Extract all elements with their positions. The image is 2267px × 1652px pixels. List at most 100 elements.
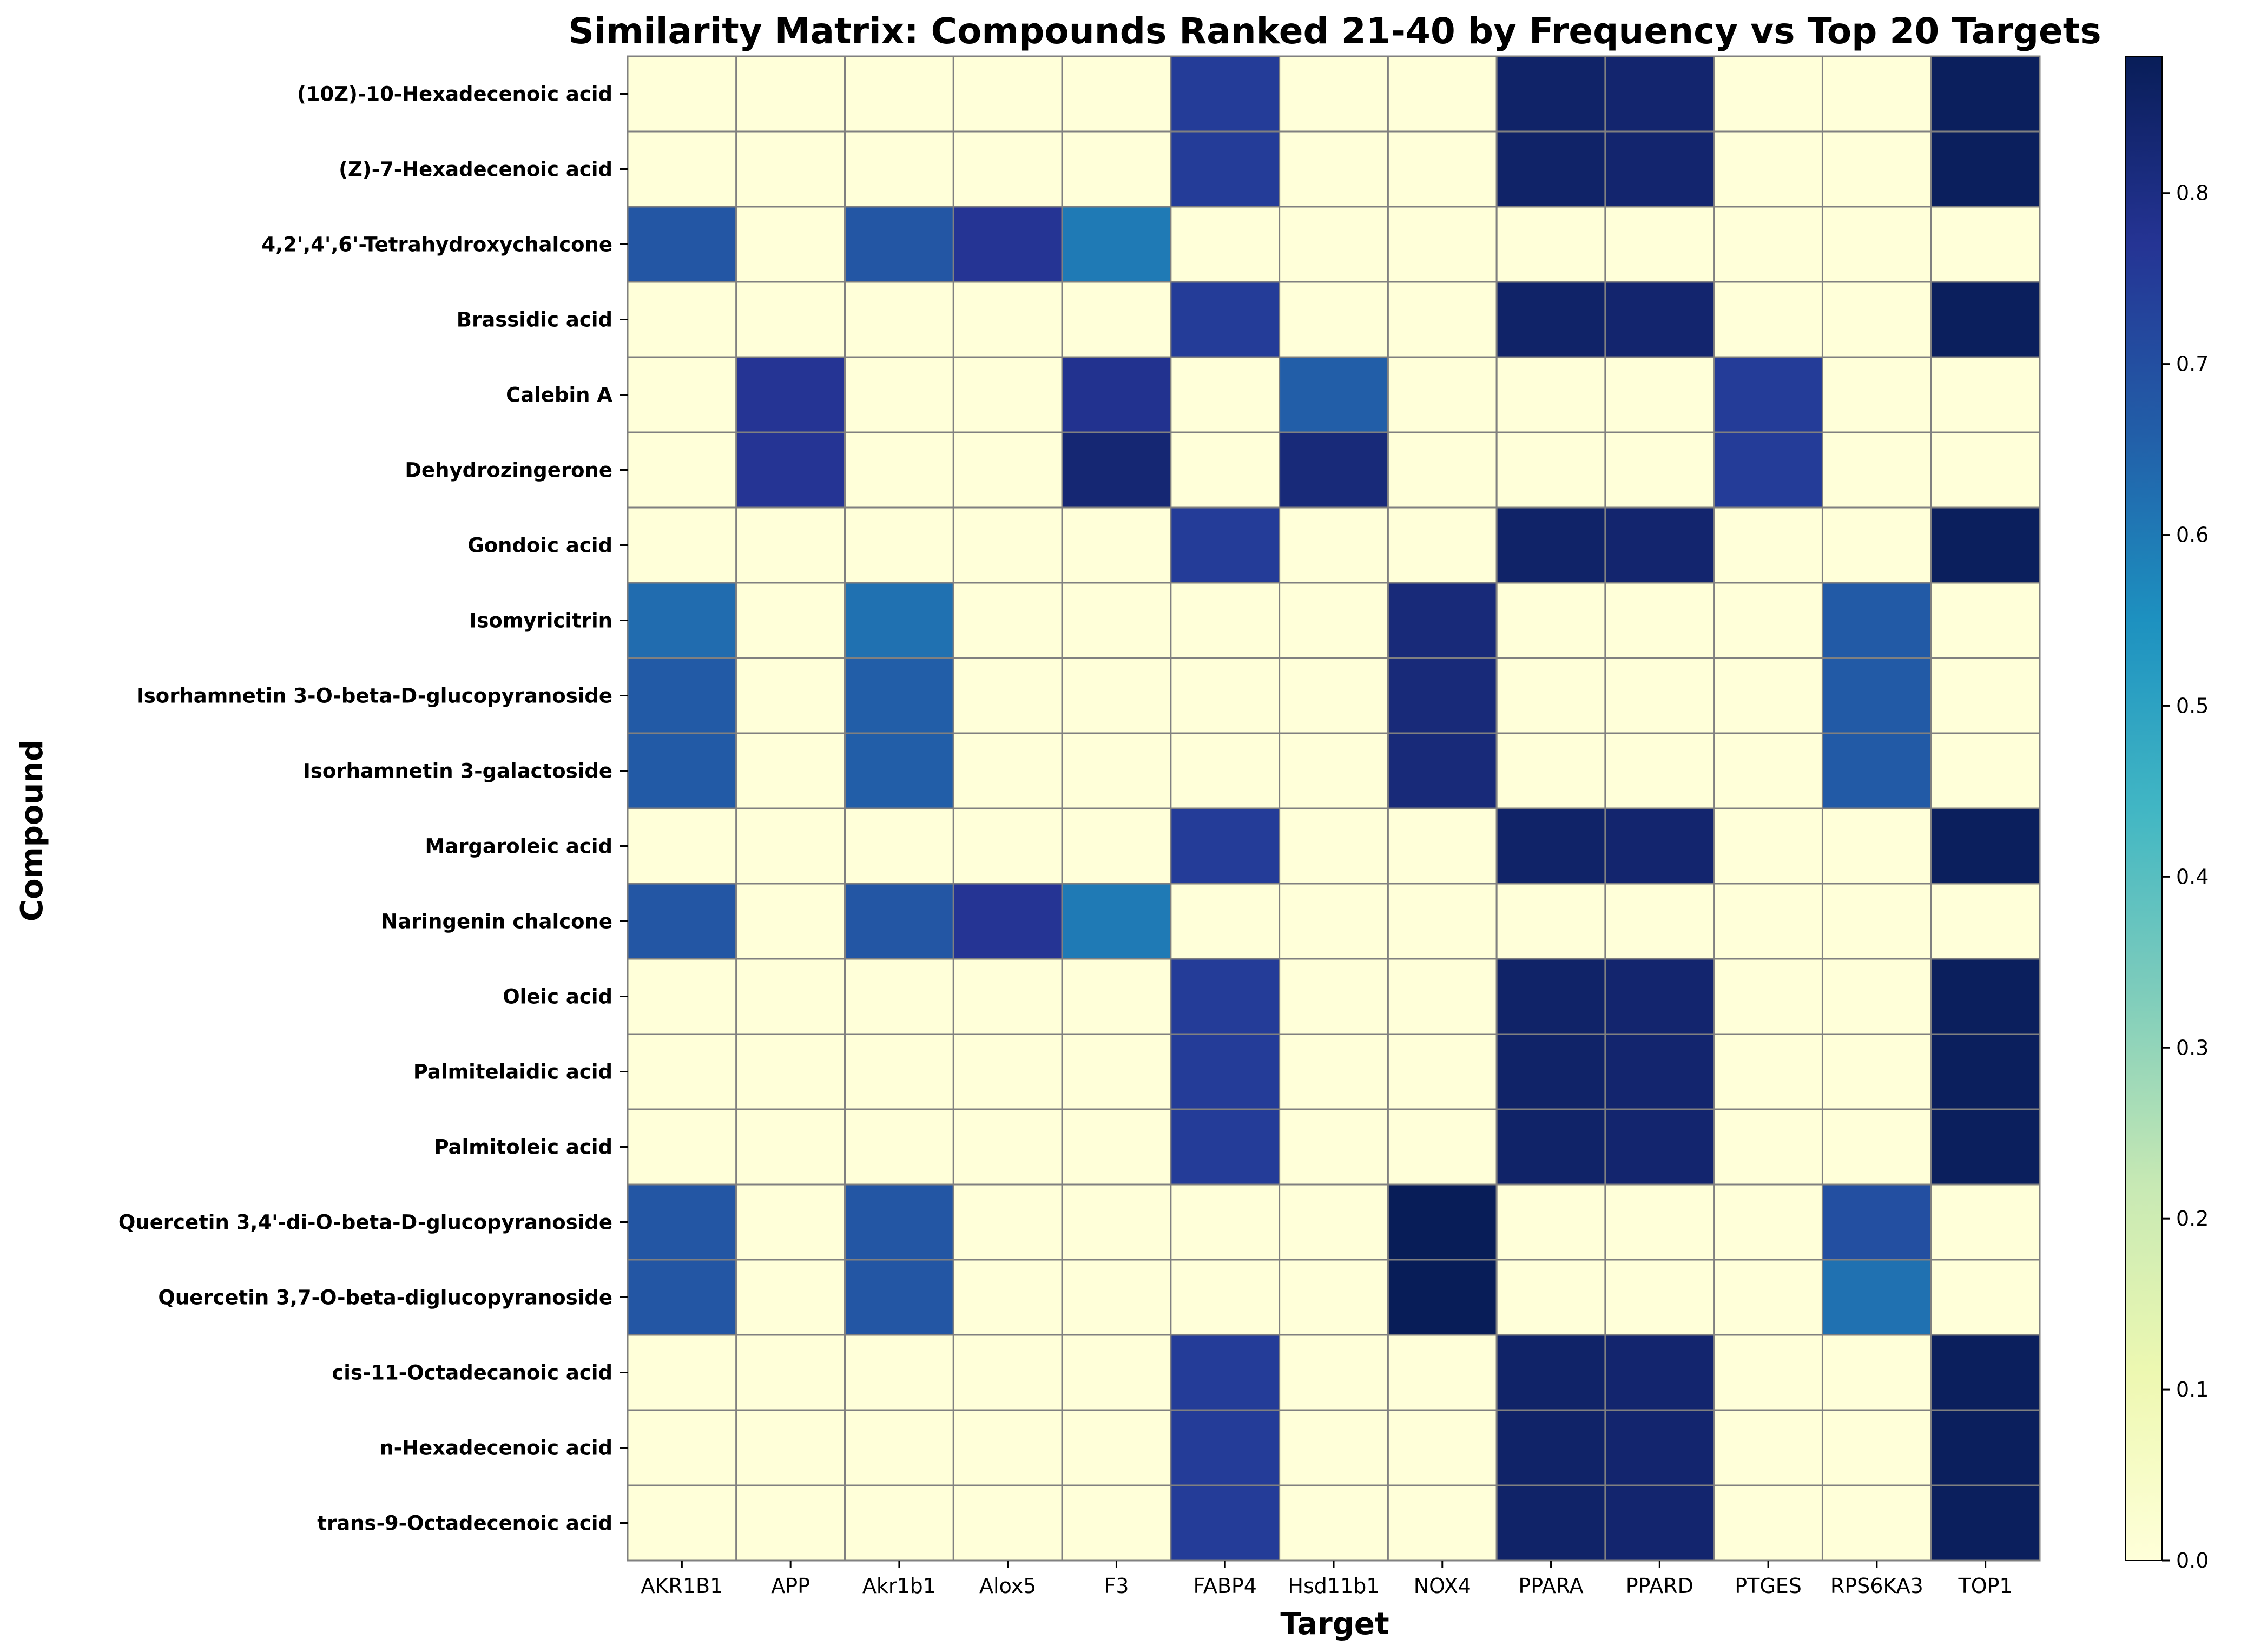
- heatmap-cell: [1713, 206, 1823, 283]
- heatmap-cell: [1604, 356, 1715, 433]
- heatmap-cell: [1713, 506, 1823, 584]
- heatmap-cell: [1170, 1334, 1281, 1411]
- heatmap-cell: [1495, 1033, 1606, 1110]
- x-tick-label: Akr1b1: [862, 1574, 936, 1598]
- heatmap-cell: [952, 1183, 1063, 1261]
- heatmap-cell: [1279, 1484, 1389, 1562]
- heatmap-cell: [627, 732, 737, 809]
- heatmap-cell: [1930, 55, 2041, 133]
- heatmap-cell: [1387, 206, 1498, 283]
- heatmap-cell: [1170, 206, 1281, 283]
- heatmap-cell: [627, 1259, 737, 1336]
- heatmap-cell: [1495, 206, 1606, 283]
- heatmap-cell: [1279, 657, 1389, 734]
- heatmap-cell: [1279, 883, 1389, 960]
- heatmap-cell: [952, 1409, 1063, 1486]
- heatmap-cell: [1495, 1183, 1606, 1261]
- heatmap-cell: [1604, 1033, 1715, 1110]
- heatmap-cell: [1604, 1108, 1715, 1186]
- heatmap-cell: [1495, 657, 1606, 734]
- heatmap-cell: [1930, 130, 2041, 208]
- colorbar-tick-label: 0.3: [2176, 1036, 2209, 1059]
- heatmap-cell: [1713, 1334, 1823, 1411]
- heatmap-cell: [735, 657, 846, 734]
- heatmap-cell: [1387, 356, 1498, 433]
- heatmap-cell: [627, 1409, 737, 1486]
- heatmap-cell: [1713, 431, 1823, 509]
- heatmap-cell: [1279, 1259, 1389, 1336]
- heatmap-cell: [627, 1108, 737, 1186]
- heatmap-cell: [1061, 657, 1172, 734]
- heatmap-cell: [844, 206, 954, 283]
- heatmap-cell: [735, 1033, 846, 1110]
- heatmap-cell: [1821, 356, 1932, 433]
- heatmap-cell: [1930, 582, 2041, 659]
- x-tick-label: NOX4: [1414, 1574, 1471, 1598]
- x-axis-label: Target: [1280, 1607, 1389, 1642]
- heatmap-cell: [1061, 582, 1172, 659]
- heatmap-cell: [1930, 1334, 2041, 1411]
- heatmap-cell: [735, 1409, 846, 1486]
- heatmap-cell: [1495, 1108, 1606, 1186]
- heatmap-cell: [1061, 1183, 1172, 1261]
- heatmap-cell: [627, 1484, 737, 1562]
- heatmap-cell: [1930, 1484, 2041, 1562]
- heatmap-cell: [1604, 1484, 1715, 1562]
- heatmap-cell: [844, 807, 954, 885]
- heatmap-cell: [627, 431, 737, 509]
- heatmap-cell: [1279, 1334, 1389, 1411]
- heatmap-cell: [1930, 657, 2041, 734]
- heatmap-cell: [844, 1484, 954, 1562]
- heatmap-cell: [1061, 281, 1172, 358]
- heatmap-cell: [1279, 356, 1389, 433]
- heatmap-cell: [1713, 1033, 1823, 1110]
- y-tick-label: Quercetin 3,4'-di-O-beta-D-glucopyranosi…: [118, 1211, 612, 1234]
- heatmap-cell: [1604, 958, 1715, 1035]
- heatmap-cell: [1061, 1334, 1172, 1411]
- colorbar-tick-label: 0.4: [2176, 865, 2209, 888]
- y-tick-label: Palmitoleic acid: [434, 1136, 612, 1159]
- heatmap-cell: [1713, 657, 1823, 734]
- heatmap-cell: [1170, 130, 1281, 208]
- heatmap-cell: [735, 431, 846, 509]
- heatmap-cell: [1061, 732, 1172, 809]
- heatmap-cell: [844, 55, 954, 133]
- heatmap-cell: [844, 1409, 954, 1486]
- x-tick-label: RPS6KA3: [1830, 1574, 1923, 1598]
- heatmap-cell: [952, 431, 1063, 509]
- heatmap-cell: [1713, 1409, 1823, 1486]
- heatmap-cell: [1713, 281, 1823, 358]
- heatmap-cell: [1604, 582, 1715, 659]
- heatmap-cell: [1713, 883, 1823, 960]
- x-tick-label: AKR1B1: [641, 1574, 723, 1598]
- heatmap-cell: [735, 356, 846, 433]
- heatmap-cell: [1061, 1108, 1172, 1186]
- heatmap-cell: [1387, 807, 1498, 885]
- heatmap-cell: [844, 1033, 954, 1110]
- heatmap-cell: [1821, 281, 1932, 358]
- heatmap-cell: [1604, 281, 1715, 358]
- heatmap-cell: [627, 130, 737, 208]
- heatmap-cell: [1495, 1334, 1606, 1411]
- heatmap-cell: [1170, 1033, 1281, 1110]
- heatmap-cell: [1604, 883, 1715, 960]
- heatmap-cell: [1387, 1108, 1498, 1186]
- heatmap-cell: [1170, 1259, 1281, 1336]
- y-tick-label: 4,2',4',6'-Tetrahydroxychalcone: [261, 233, 612, 256]
- x-tick-label: PTGES: [1735, 1574, 1802, 1598]
- heatmap-cell: [1061, 506, 1172, 584]
- heatmap-cell: [1279, 807, 1389, 885]
- heatmap-cell: [1387, 657, 1498, 734]
- colorbar-tick-label: 0.6: [2176, 523, 2209, 547]
- heatmap-cell: [735, 1334, 846, 1411]
- x-tick-label: TOP1: [1958, 1574, 2013, 1598]
- heatmap-cell: [1495, 732, 1606, 809]
- heatmap-cell: [1930, 807, 2041, 885]
- heatmap-cell: [1930, 1259, 2041, 1336]
- heatmap-cell: [844, 958, 954, 1035]
- heatmap-cell: [1495, 431, 1606, 509]
- heatmap-cell: [1061, 958, 1172, 1035]
- heatmap-cell: [735, 1183, 846, 1261]
- heatmap-cell: [627, 206, 737, 283]
- heatmap-cell: [1170, 732, 1281, 809]
